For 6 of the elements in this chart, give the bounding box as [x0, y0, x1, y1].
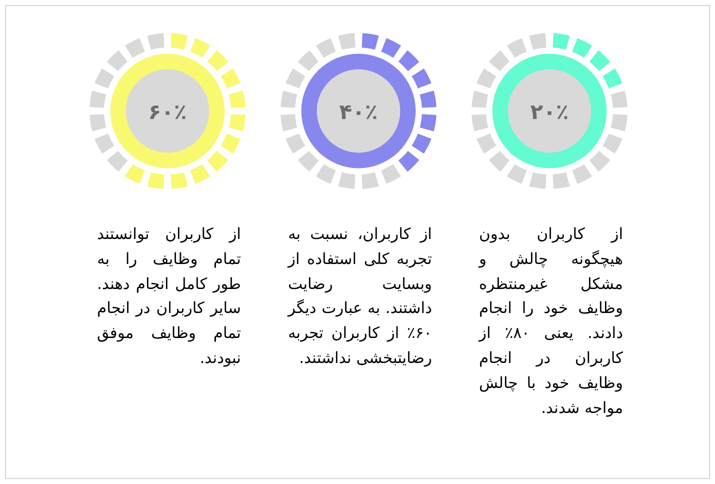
text: ۴۰٪	[339, 100, 378, 124]
text: از کاربران بدون هیچگونه چالش و مشکل غیرمنتظره وظایف خود را انجام دادند. یعنی ۸۰٪ از کاربران در انجام وظایف خود با چالش مواجه شدند.	[479, 224, 623, 419]
text: از کاربران، نسبت به تجربه کلی استفاده از وبسایت رضایت داشتند. به عبارت دیگر ۶۰٪ از کاربران تجربه رضایتبخشی نداشتند.	[288, 224, 432, 369]
text: از کاربران توانستند تمام وظایف را به طور کامل انجام دهند. سایر کاربران در انجام تمام وظایف موفق نبودند.	[97, 224, 241, 369]
text: ۶۰٪	[148, 100, 187, 124]
text: ۲۰٪	[530, 100, 569, 124]
